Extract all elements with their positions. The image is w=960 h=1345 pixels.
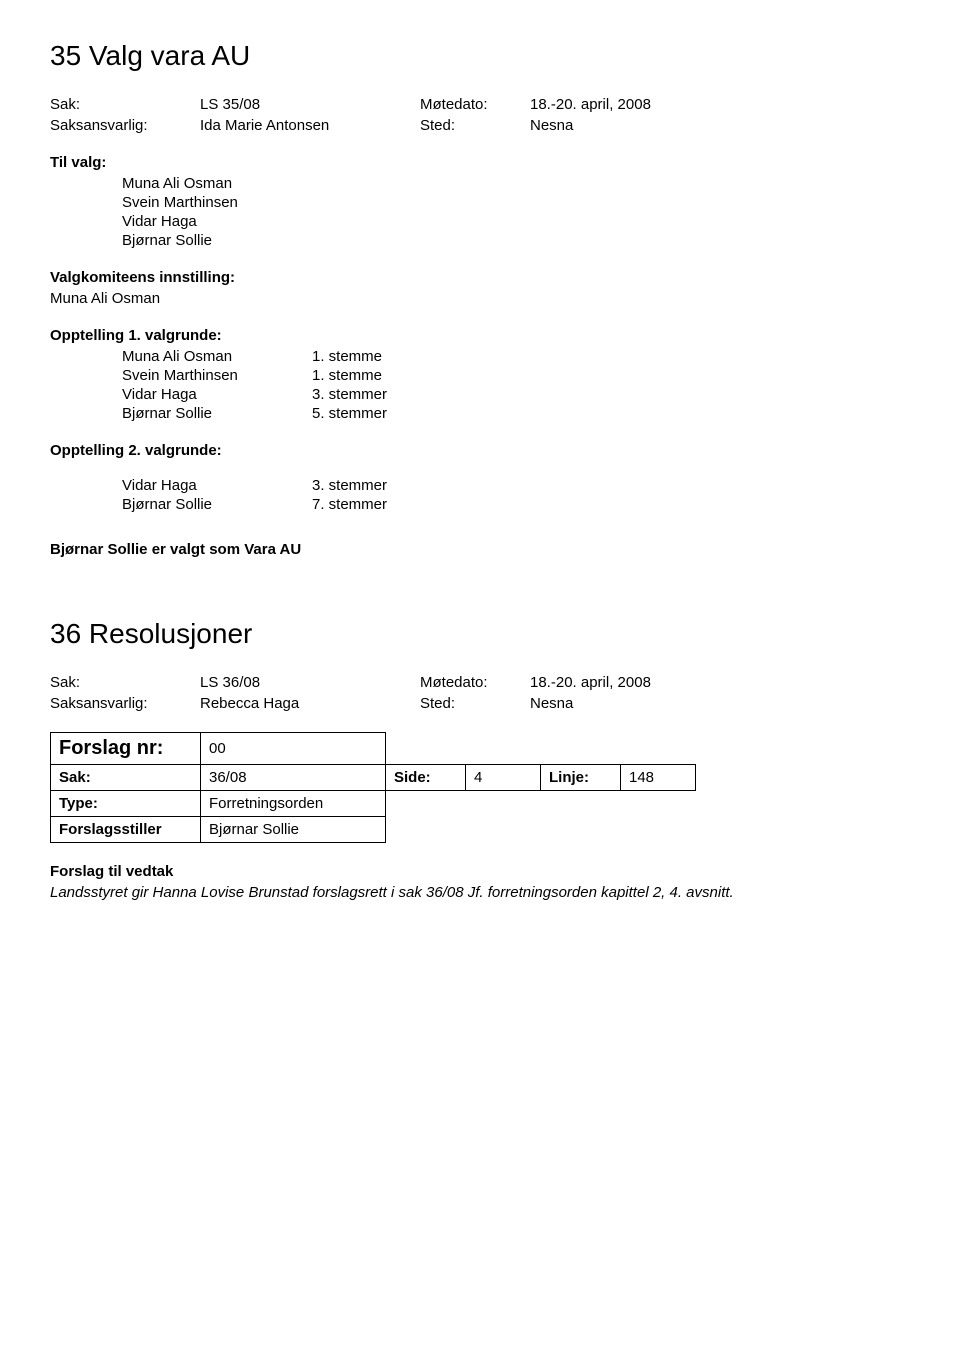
vote-count: 1. stemme	[312, 367, 910, 384]
forslag-sak-value: 36/08	[201, 765, 386, 791]
ansvarlig-value: Ida Marie Antonsen	[200, 117, 420, 134]
vote-row: Vidar Haga 3. stemmer	[122, 477, 910, 494]
vote-row: Bjørnar Sollie 7. stemmer	[122, 496, 910, 513]
vote-row: Bjørnar Sollie 5. stemmer	[122, 405, 910, 422]
vote-count: 3. stemmer	[312, 477, 910, 494]
vote-row: Muna Ali Osman 1. stemme	[122, 348, 910, 365]
table-row: Sak: 36/08 Side: 4 Linje: 148	[51, 765, 696, 791]
opt2-list: Vidar Haga 3. stemmer Bjørnar Sollie 7. …	[50, 477, 910, 513]
sak-label: Sak:	[50, 96, 200, 113]
sted-value: Nesna	[530, 695, 730, 712]
sted-value: Nesna	[530, 117, 730, 134]
vote-name: Svein Marthinsen	[122, 367, 312, 384]
opt2-heading: Opptelling 2. valgrunde:	[50, 442, 910, 459]
vedtak-text: Landsstyret gir Hanna Lovise Brunstad fo…	[50, 882, 910, 903]
meta-row-ansvarlig: Saksansvarlig: Ida Marie Antonsen Sted: …	[50, 117, 910, 134]
innstilling-value: Muna Ali Osman	[50, 290, 910, 307]
tilvalg-item: Svein Marthinsen	[122, 194, 910, 211]
forslag-nr-label: Forslag nr:	[51, 733, 201, 765]
forslagsstiller-value: Bjørnar Sollie	[201, 817, 386, 843]
table-row: Type: Forretningsorden	[51, 791, 696, 817]
motedato-value: 18.-20. april, 2008	[530, 674, 730, 691]
motedato-label: Møtedato:	[420, 96, 530, 113]
forslag-table: Forslag nr: 00 Sak: 36/08 Side: 4 Linje:…	[50, 732, 696, 843]
tilvalg-item: Muna Ali Osman	[122, 175, 910, 192]
vote-name: Bjørnar Sollie	[122, 405, 312, 422]
section-resolusjoner: 36 Resolusjoner Sak: LS 36/08 Møtedato: …	[50, 618, 910, 903]
forslag-type-value: Forretningsorden	[201, 791, 386, 817]
forslag-sak-label: Sak:	[51, 765, 201, 791]
forslag-type-label: Type:	[51, 791, 201, 817]
section1-title: 35 Valg vara AU	[50, 40, 910, 72]
sak-value: LS 35/08	[200, 96, 420, 113]
tilvalg-item: Bjørnar Sollie	[122, 232, 910, 249]
table-row: Forslag nr: 00	[51, 733, 696, 765]
tilvalg-list: Muna Ali Osman Svein Marthinsen Vidar Ha…	[122, 175, 910, 249]
section2-title: 36 Resolusjoner	[50, 618, 910, 650]
forslag-linje-value: 148	[621, 765, 696, 791]
result-text: Bjørnar Sollie er valgt som Vara AU	[50, 541, 910, 558]
motedato-value: 18.-20. april, 2008	[530, 96, 730, 113]
motedato-label: Møtedato:	[420, 674, 530, 691]
meta-row-ansvarlig2: Saksansvarlig: Rebecca Haga Sted: Nesna	[50, 695, 910, 712]
vote-count: 1. stemme	[312, 348, 910, 365]
table-row: Forslagsstiller Bjørnar Sollie	[51, 817, 696, 843]
forslag-linje-label: Linje:	[541, 765, 621, 791]
meta-row-sak2: Sak: LS 36/08 Møtedato: 18.-20. april, 2…	[50, 674, 910, 691]
forslag-side-label: Side:	[386, 765, 466, 791]
vote-row: Svein Marthinsen 1. stemme	[122, 367, 910, 384]
tilvalg-item: Vidar Haga	[122, 213, 910, 230]
vote-name: Bjørnar Sollie	[122, 496, 312, 513]
sak-value: LS 36/08	[200, 674, 420, 691]
vote-count: 7. stemmer	[312, 496, 910, 513]
forslag-nr-value: 00	[201, 733, 386, 765]
vote-name: Muna Ali Osman	[122, 348, 312, 365]
vote-name: Vidar Haga	[122, 477, 312, 494]
section-valg-vara-au: 35 Valg vara AU Sak: LS 35/08 Møtedato: …	[50, 40, 910, 558]
ansvarlig-label: Saksansvarlig:	[50, 117, 200, 134]
tilvalg-heading: Til valg:	[50, 154, 910, 171]
vote-name: Vidar Haga	[122, 386, 312, 403]
meta-row-sak: Sak: LS 35/08 Møtedato: 18.-20. april, 2…	[50, 96, 910, 113]
forslagsstiller-label: Forslagsstiller	[51, 817, 201, 843]
opt1-list: Muna Ali Osman 1. stemme Svein Marthinse…	[50, 348, 910, 422]
vedtak-heading: Forslag til vedtak	[50, 863, 910, 880]
opt1-heading: Opptelling 1. valgrunde:	[50, 327, 910, 344]
ansvarlig-label: Saksansvarlig:	[50, 695, 200, 712]
sak-label: Sak:	[50, 674, 200, 691]
sted-label: Sted:	[420, 695, 530, 712]
sted-label: Sted:	[420, 117, 530, 134]
vote-row: Vidar Haga 3. stemmer	[122, 386, 910, 403]
innstilling-heading: Valgkomiteens innstilling:	[50, 269, 910, 286]
vote-count: 5. stemmer	[312, 405, 910, 422]
vote-count: 3. stemmer	[312, 386, 910, 403]
ansvarlig-value: Rebecca Haga	[200, 695, 420, 712]
forslag-side-value: 4	[466, 765, 541, 791]
